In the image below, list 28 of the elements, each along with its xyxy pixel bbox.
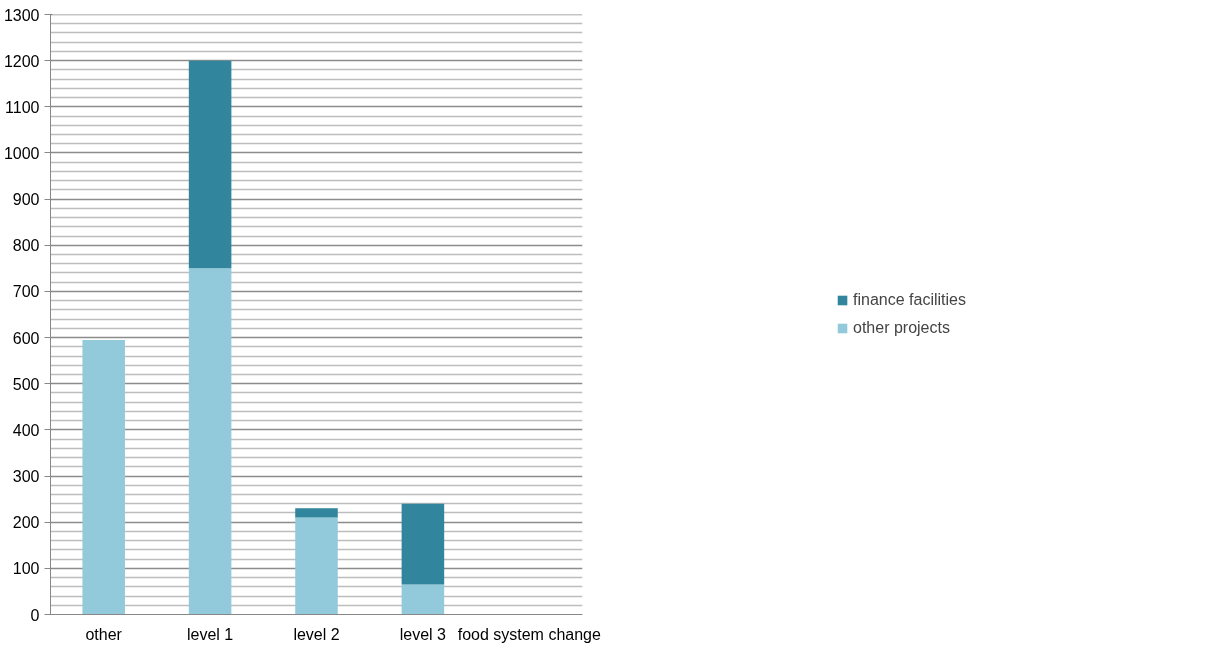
y-tick-label: 300 [12, 468, 40, 486]
x-tick-label: level 2 [293, 625, 340, 643]
y-tick-label: 1300 [3, 6, 40, 24]
y-tick-label: 800 [12, 237, 40, 255]
y-tick-label: 1200 [3, 52, 40, 70]
legend-label: other projects [853, 319, 950, 337]
y-tick-label: 500 [12, 375, 40, 393]
x-tick-label: food system change [457, 625, 601, 643]
bar [401, 584, 445, 615]
bar [82, 339, 125, 615]
x-tick-label: other [85, 625, 123, 643]
y-tick-label: 1000 [3, 144, 40, 162]
bar [188, 268, 232, 615]
bar [401, 503, 445, 585]
y-tick-label: 200 [12, 514, 40, 532]
y-tick-label: 700 [12, 283, 40, 301]
legend-label: finance facilities [853, 291, 966, 309]
y-tick-label: 600 [12, 329, 40, 347]
x-tick-label: level 1 [186, 625, 234, 643]
y-tick-label: 0 [30, 606, 40, 624]
bar [188, 60, 232, 269]
x-tick-label: level 3 [399, 625, 447, 643]
y-tick-label: 1100 [5, 98, 40, 116]
y-tick-label: 400 [12, 421, 40, 439]
bar [295, 508, 338, 518]
y-tick-label: 900 [12, 191, 40, 209]
y-tick-label: 100 [12, 560, 40, 578]
bar [295, 517, 338, 615]
